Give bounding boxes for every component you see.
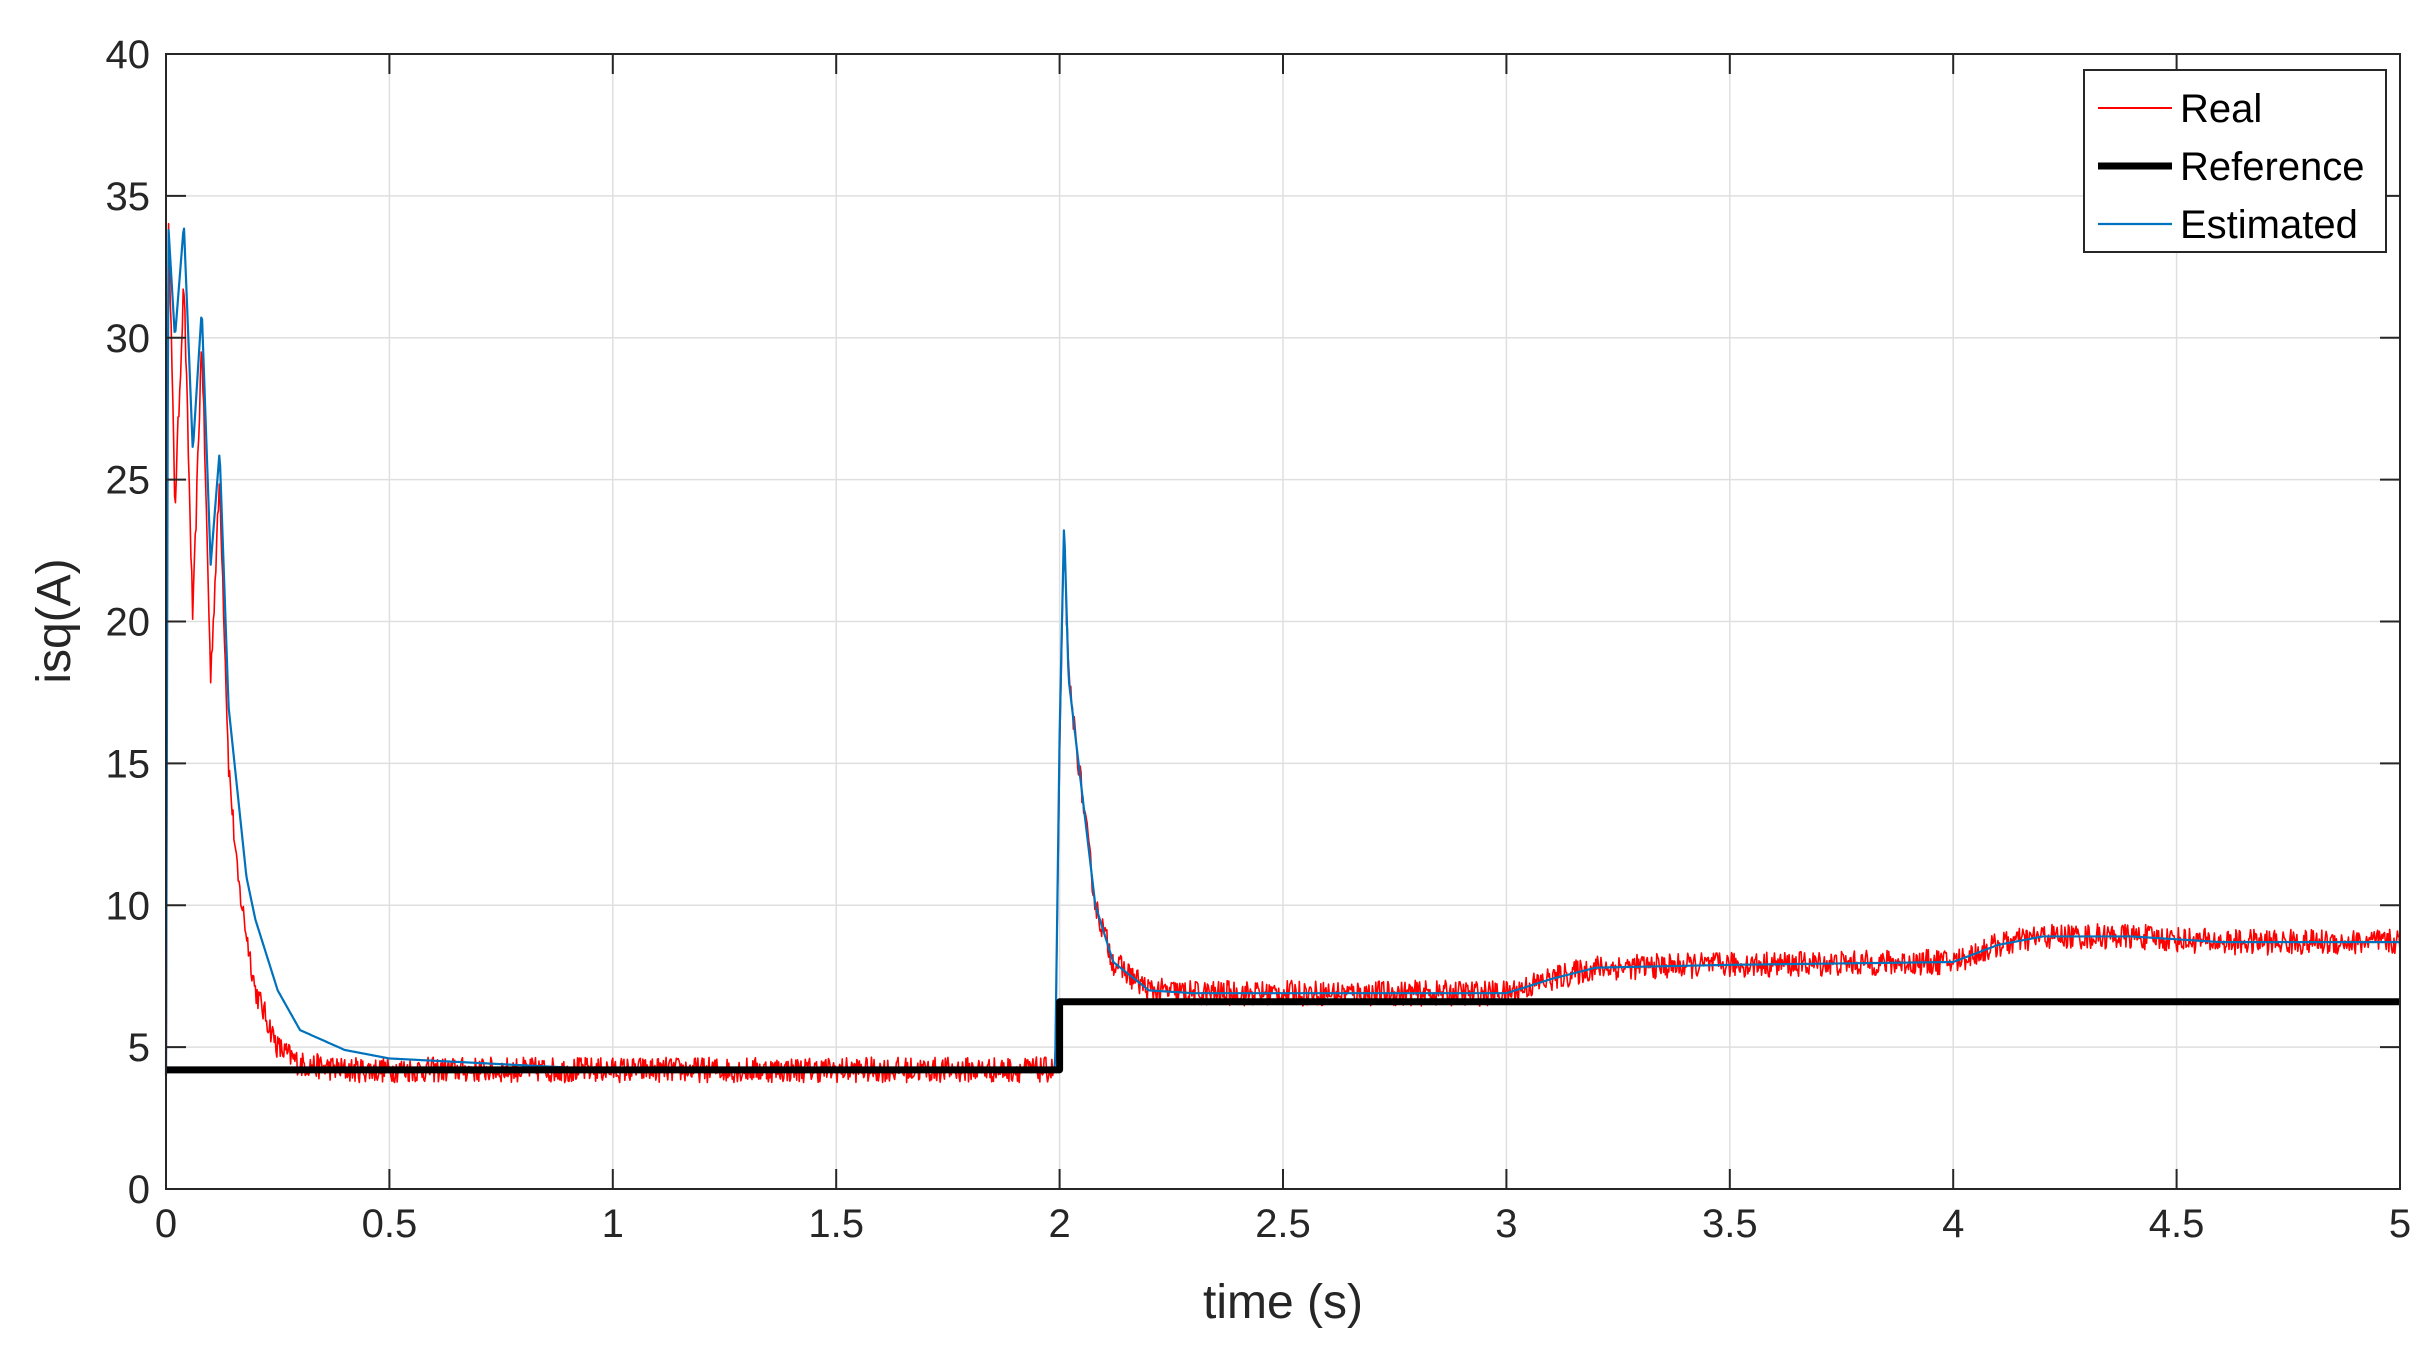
x-tick-label: 1 [602, 1202, 624, 1246]
y-tick-label: 40 [106, 33, 151, 77]
x-tick-label: 1.5 [808, 1202, 864, 1246]
x-tick-label: 4 [1942, 1202, 1964, 1246]
legend-label: Estimated [2180, 203, 2358, 247]
x-tick-label: 5 [2389, 1202, 2411, 1246]
x-tick-label: 4.5 [2149, 1202, 2205, 1246]
x-tick-label: 0.5 [362, 1202, 418, 1246]
x-tick-label: 2.5 [1255, 1202, 1311, 1246]
x-tick-label: 2 [1048, 1202, 1070, 1246]
y-tick-label: 30 [106, 317, 151, 361]
y-tick-label: 0 [128, 1168, 150, 1212]
y-tick-label: 25 [106, 459, 151, 503]
y-axis-title: isq(A) [28, 558, 81, 683]
x-tick-label: 3.5 [1702, 1202, 1758, 1246]
legend-label: Reference [2180, 145, 2365, 189]
y-tick-label: 15 [106, 742, 151, 786]
series-layer [164, 222, 2401, 1186]
legend-box [2083, 69, 2387, 253]
x-axis-title: time (s) [1203, 1276, 1363, 1329]
legend: Real Reference Estimated [2083, 69, 2387, 253]
series-line-reference [166, 998, 2400, 1074]
ticks: 0 0.5 1 1.5 2 2.5 3 3.5 4 4.5 5 0 5 10 15 20 25 30 35 40 [106, 33, 2412, 1246]
x-tick-label: 0 [155, 1202, 177, 1246]
y-tick-label: 10 [106, 884, 151, 928]
y-tick-label: 20 [106, 601, 151, 645]
series-line-estimated [164, 227, 2401, 1076]
legend-label: Real [2180, 87, 2262, 131]
x-tick-label: 3 [1495, 1202, 1517, 1246]
y-tick-label: 5 [128, 1026, 150, 1070]
y-tick-label: 35 [106, 175, 151, 219]
